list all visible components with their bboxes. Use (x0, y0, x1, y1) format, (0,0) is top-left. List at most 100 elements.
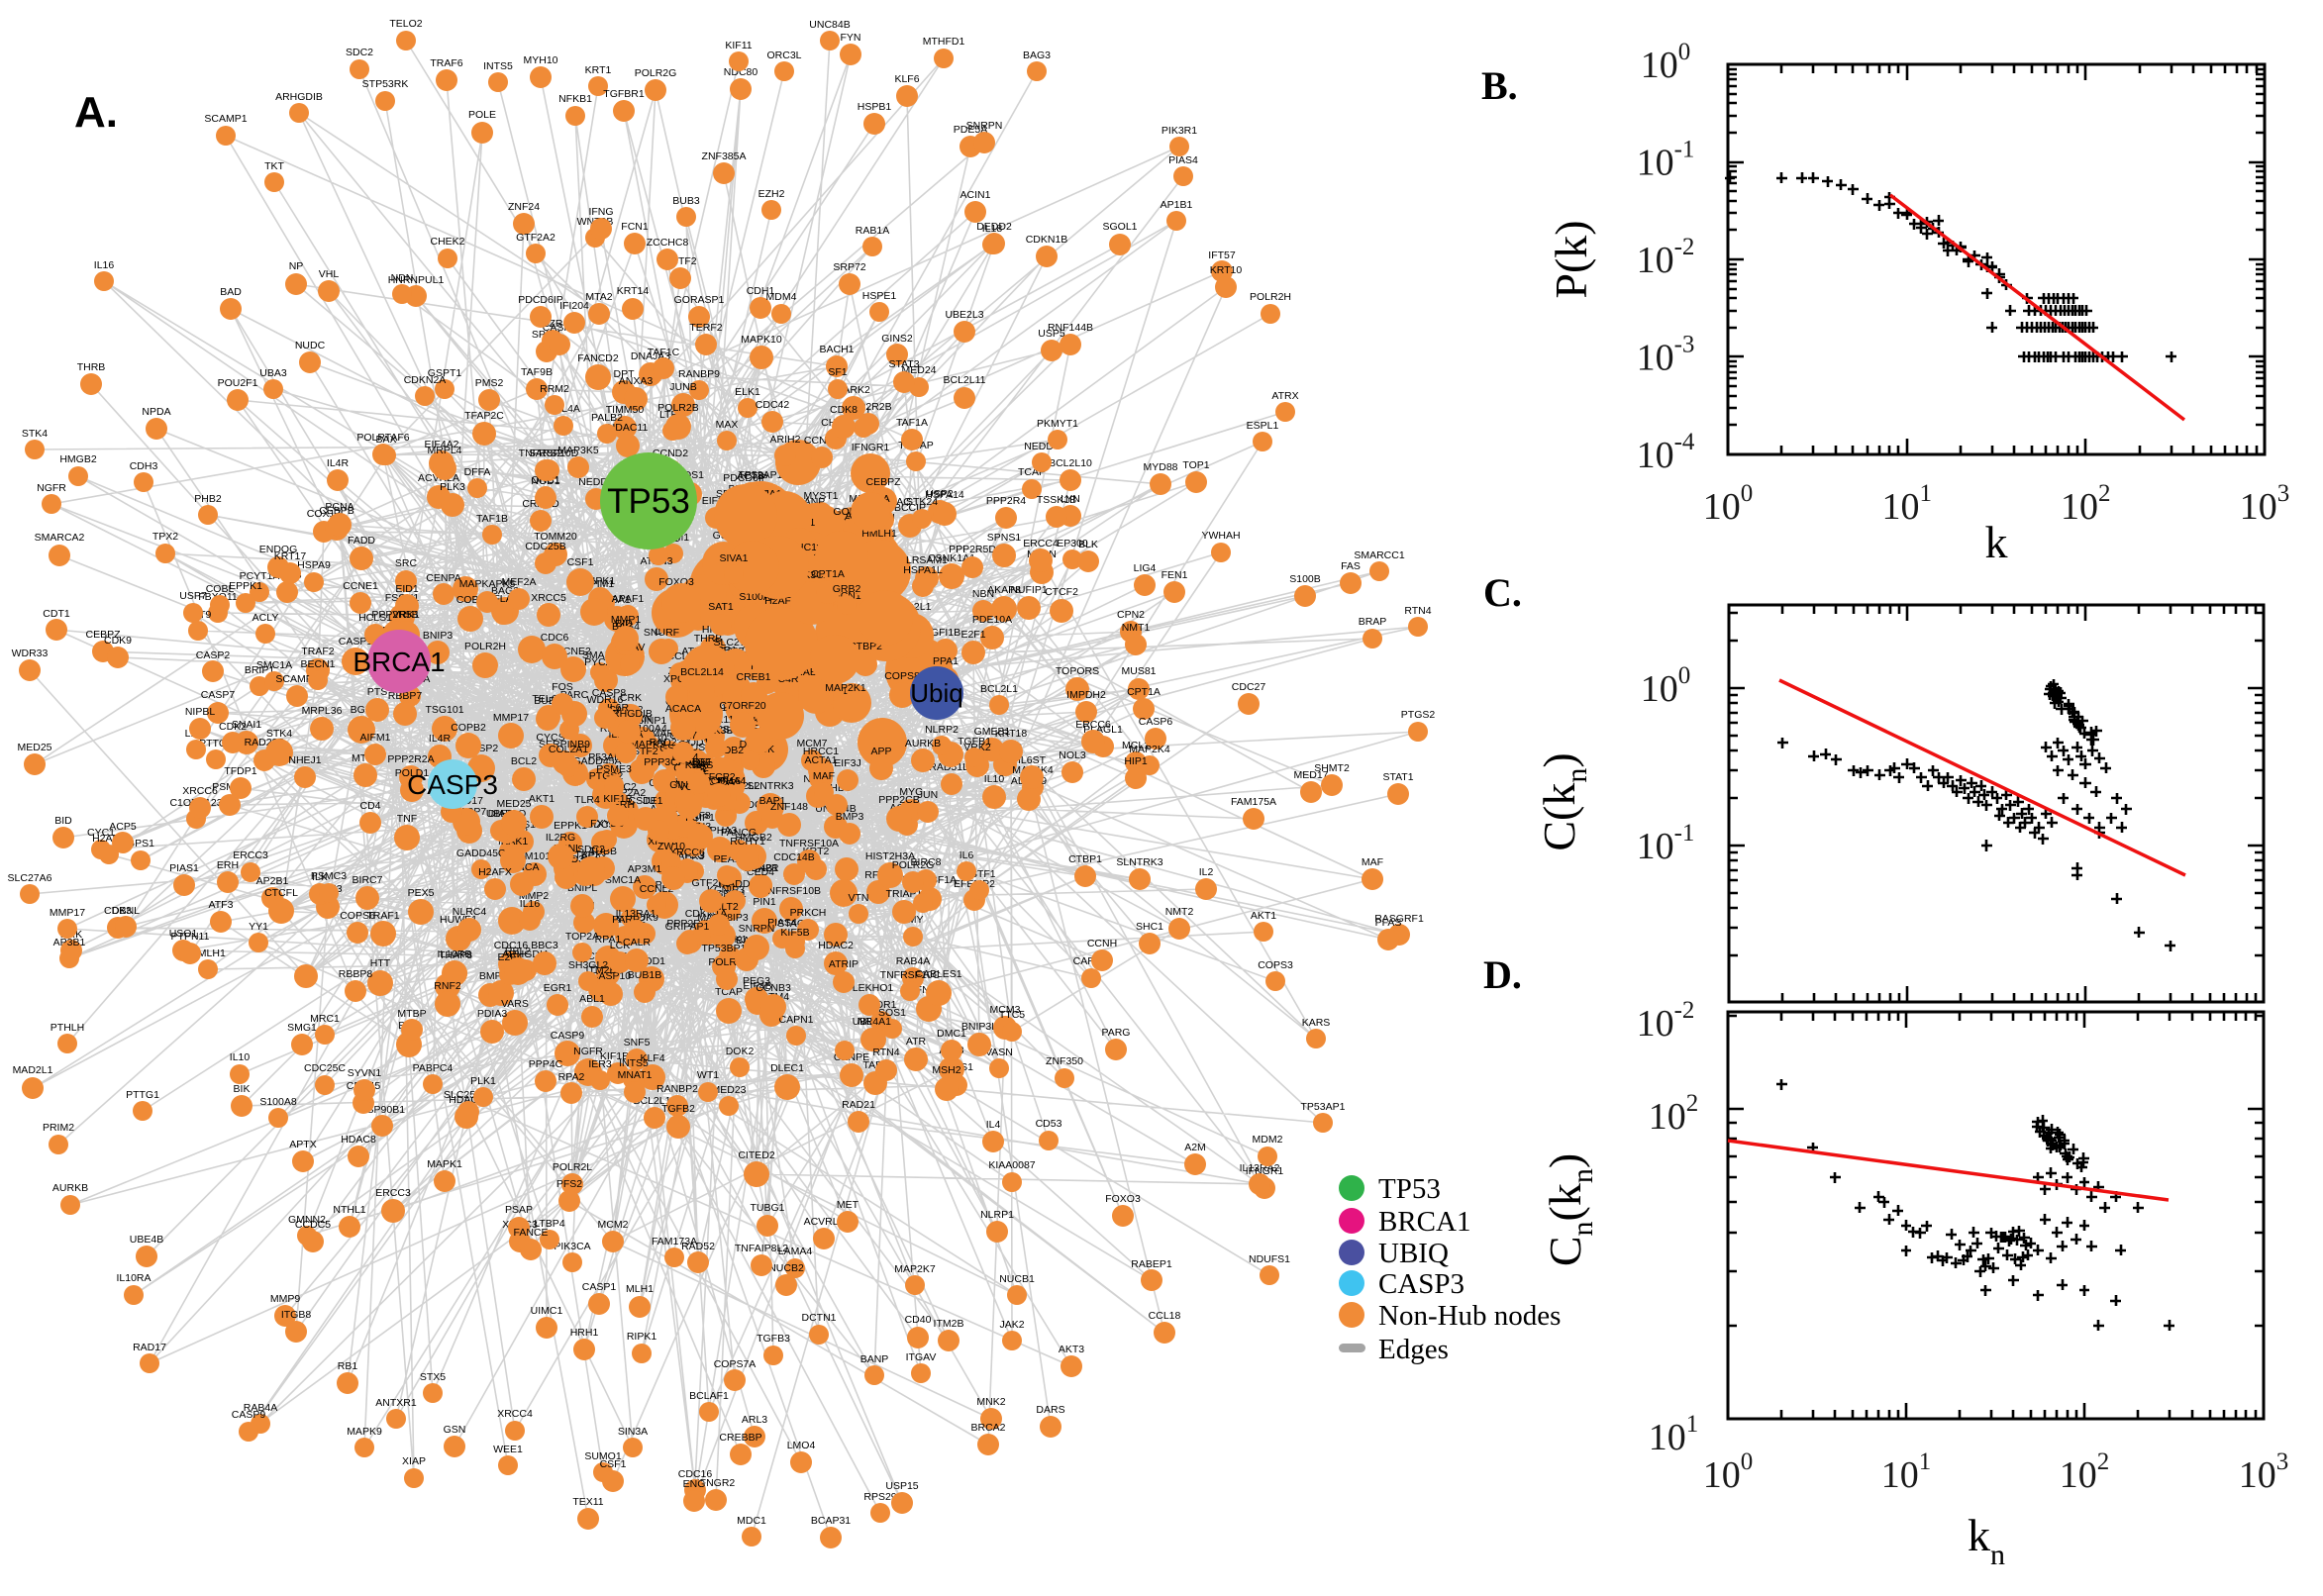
svg-text:Edges: Edges (1378, 1334, 1449, 1365)
svg-text:BACH1: BACH1 (819, 344, 854, 355)
svg-text:ZNF24: ZNF24 (508, 201, 540, 213)
svg-text:SNRPN: SNRPN (739, 923, 775, 935)
svg-text:ERCC3: ERCC3 (233, 849, 268, 861)
svg-text:FCN1: FCN1 (621, 221, 649, 233)
svg-text:CDC6: CDC6 (541, 632, 569, 644)
svg-text:MUS81: MUS81 (1121, 665, 1156, 677)
svg-text:MDC1: MDC1 (737, 1515, 766, 1527)
svg-text:PDE10A: PDE10A (972, 614, 1012, 626)
svg-text:ITM2B: ITM2B (934, 1318, 964, 1330)
svg-text:SDC2: SDC2 (346, 47, 373, 58)
svg-text:PDE5A: PDE5A (954, 124, 987, 136)
svg-text:TOP2A: TOP2A (565, 931, 599, 943)
svg-text:RAB4A: RAB4A (896, 955, 930, 967)
svg-text:APTX: APTX (289, 1139, 316, 1150)
svg-text:AP3B1: AP3B1 (53, 937, 86, 948)
svg-text:SRC: SRC (395, 557, 418, 569)
svg-text:CPT1A: CPT1A (811, 568, 845, 580)
svg-text:SNF5: SNF5 (624, 1037, 651, 1048)
svg-text:MTA2: MTA2 (585, 291, 612, 303)
svg-text:UIMC1: UIMC1 (531, 1305, 563, 1317)
svg-text:TP53AP1: TP53AP1 (1301, 1101, 1346, 1113)
svg-text:MRPL36: MRPL36 (302, 705, 343, 717)
svg-text:CASP9: CASP9 (232, 1409, 266, 1421)
svg-text:CABLES1: CABLES1 (915, 968, 961, 980)
svg-text:TPX2: TPX2 (152, 531, 178, 543)
svg-text:FAS: FAS (1341, 560, 1361, 572)
svg-text:PSMC3: PSMC3 (311, 870, 347, 882)
svg-text:NUCB1: NUCB1 (999, 1273, 1035, 1285)
svg-text:EGR1: EGR1 (544, 982, 572, 994)
svg-text:COBL: COBL (206, 583, 235, 595)
svg-text:ITGAV: ITGAV (906, 1351, 937, 1363)
svg-text:CDC16: CDC16 (678, 1468, 713, 1480)
svg-text:BCL2L14: BCL2L14 (680, 666, 724, 678)
svg-text:Ubiq: Ubiq (910, 678, 962, 708)
svg-text:ZCCHC8: ZCCHC8 (647, 237, 689, 249)
svg-text:CASP2: CASP2 (196, 649, 231, 661)
svg-text:TFAP2C: TFAP2C (464, 410, 504, 422)
svg-text:CSF1: CSF1 (567, 556, 594, 568)
svg-text:KIF1B: KIF1B (603, 793, 632, 805)
svg-text:PTS: PTS (367, 686, 387, 698)
svg-text:EP300: EP300 (1057, 538, 1088, 549)
svg-text:BRCA2: BRCA2 (970, 1422, 1005, 1434)
svg-text:STK4: STK4 (22, 428, 48, 440)
svg-text:TKT: TKT (264, 160, 284, 172)
svg-text:UBE2L3: UBE2L3 (945, 309, 983, 321)
svg-text:VASN: VASN (985, 1047, 1013, 1058)
svg-text:101: 101 (1649, 1411, 1699, 1458)
svg-text:TSG101: TSG101 (425, 704, 463, 716)
svg-text:DOK2: DOK2 (726, 1046, 755, 1057)
svg-text:PDCD6IP: PDCD6IP (723, 472, 768, 484)
svg-text:LIG4: LIG4 (1134, 562, 1157, 574)
svg-text:CITED2: CITED2 (738, 1149, 775, 1161)
svg-text:ACTA1: ACTA1 (804, 754, 837, 766)
svg-text:TCAP: TCAP (715, 986, 743, 998)
svg-text:PALB2: PALB2 (591, 412, 623, 424)
svg-text:TFCP2: TFCP2 (702, 771, 735, 783)
svg-text:TGFB3: TGFB3 (757, 1333, 790, 1345)
svg-text:TUBG1: TUBG1 (750, 1202, 784, 1214)
svg-text:PIK3R1: PIK3R1 (1162, 125, 1197, 137)
svg-text:IL10RB: IL10RB (437, 948, 471, 960)
svg-text:ACIN1: ACIN1 (960, 189, 991, 201)
svg-text:DMC1: DMC1 (937, 1028, 966, 1040)
svg-text:GFI1B: GFI1B (931, 627, 960, 639)
svg-text:VHL: VHL (319, 268, 340, 280)
svg-text:SYVN1: SYVN1 (348, 1067, 382, 1079)
svg-text:RNF144B: RNF144B (1048, 322, 1093, 334)
svg-text:NHEJ1: NHEJ1 (288, 754, 321, 766)
svg-text:FAM175A: FAM175A (1231, 796, 1276, 808)
svg-text:GSPT1: GSPT1 (428, 367, 462, 379)
svg-text:USP2: USP2 (926, 488, 954, 500)
svg-text:THRB: THRB (694, 633, 723, 645)
svg-text:CASP10: CASP10 (591, 970, 631, 982)
svg-text:BIRC7: BIRC7 (353, 874, 383, 886)
svg-text:YWHAH: YWHAH (1201, 530, 1240, 542)
svg-text:PLEKHO1: PLEKHO1 (846, 982, 894, 994)
svg-text:HIST2H3A: HIST2H3A (865, 850, 915, 862)
svg-text:TAF9B: TAF9B (521, 366, 553, 378)
svg-text:PLK3: PLK3 (440, 481, 465, 493)
svg-text:ELK1: ELK1 (735, 386, 760, 398)
svg-text:DCTN1: DCTN1 (801, 1312, 836, 1324)
svg-text:A.: A. (74, 88, 118, 137)
svg-text:LYN: LYN (1060, 493, 1080, 505)
svg-text:SF1: SF1 (828, 366, 847, 378)
svg-text:NLRP1: NLRP1 (980, 1209, 1014, 1221)
svg-text:TSSK1B: TSSK1B (1037, 494, 1076, 506)
svg-text:IL10RA: IL10RA (116, 1272, 151, 1284)
svg-text:CDK3: CDK3 (104, 905, 132, 917)
svg-text:AKT1: AKT1 (1251, 910, 1276, 922)
svg-text:TLR4: TLR4 (574, 794, 600, 806)
svg-text:ORC3L: ORC3L (766, 50, 801, 61)
svg-text:Non-Hub nodes: Non-Hub nodes (1378, 1300, 1561, 1332)
svg-text:STP53RK: STP53RK (362, 78, 409, 90)
svg-text:TNFRSF10A: TNFRSF10A (779, 838, 839, 849)
svg-text:BIK: BIK (234, 1083, 251, 1095)
svg-text:AIFM1: AIFM1 (360, 732, 391, 744)
svg-text:RAD17: RAD17 (133, 1342, 166, 1353)
svg-text:USP7: USP7 (179, 590, 207, 602)
svg-text:CCNH: CCNH (1087, 938, 1117, 949)
